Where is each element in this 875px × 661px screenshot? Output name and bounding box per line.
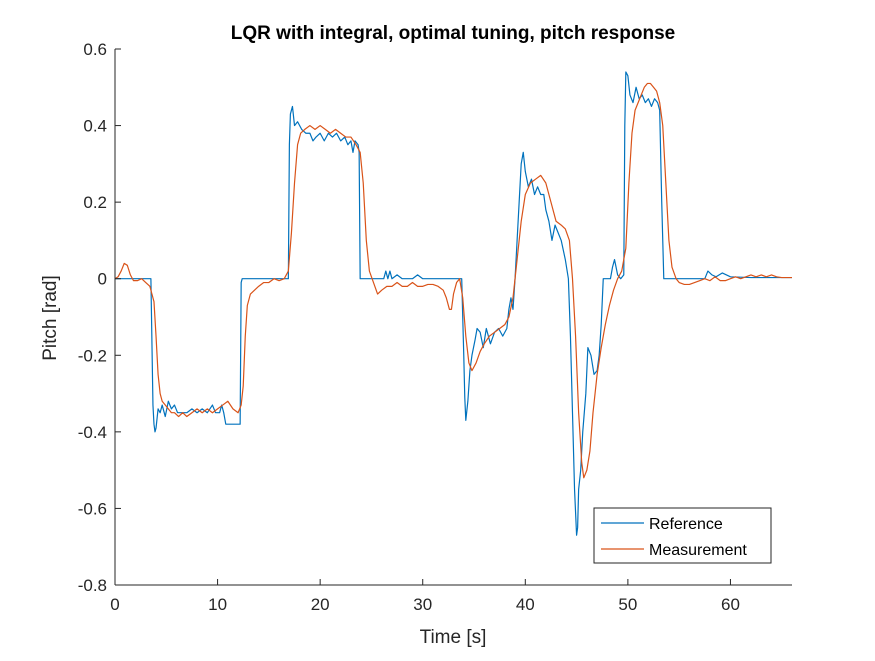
series-layer — [115, 71, 792, 536]
x-tick-label: 50 — [618, 595, 637, 614]
legend-box — [593, 507, 772, 564]
x-axis-label: Time [s] — [420, 627, 487, 648]
y-tick-label: -0.8 — [78, 576, 107, 595]
chart-title: LQR with integral, optimal tuning, pitch… — [231, 23, 675, 44]
x-tick-label: 0 — [110, 595, 119, 614]
y-tick-label: 0.6 — [83, 40, 107, 59]
x-tick-label: 40 — [516, 595, 535, 614]
legend-label-measurement: Measurement — [649, 542, 747, 559]
x-tick-label: 20 — [311, 595, 330, 614]
y-tick-label: 0 — [98, 270, 107, 289]
x-tick-label: 10 — [208, 595, 227, 614]
series-line-reference — [115, 71, 792, 536]
x-tick-label: 60 — [721, 595, 740, 614]
y-tick-label: -0.2 — [78, 346, 107, 365]
y-axis-label: Pitch [rad] — [40, 275, 61, 361]
plot-area: 0 10 20 30 40 50 60 -0.8 -0.6 -0.4 -0.2 0 0.2 0.4 0.6 — [78, 40, 792, 614]
y-tick-label: 0.4 — [83, 117, 107, 136]
ticks-layer: 0 10 20 30 40 50 60 -0.8 -0.6 -0.4 -0.2 0 0.2 0.4 0.6 — [78, 40, 740, 614]
series-line-measurement — [115, 82, 792, 479]
x-tick-label: 30 — [413, 595, 432, 614]
axes-layer — [114, 49, 792, 586]
y-tick-label: -0.6 — [78, 499, 107, 518]
y-tick-label: 0.2 — [83, 193, 107, 212]
legend-label-reference: Reference — [649, 516, 723, 533]
y-tick-label: -0.4 — [78, 423, 107, 442]
legend: Reference Measurement — [593, 507, 772, 564]
